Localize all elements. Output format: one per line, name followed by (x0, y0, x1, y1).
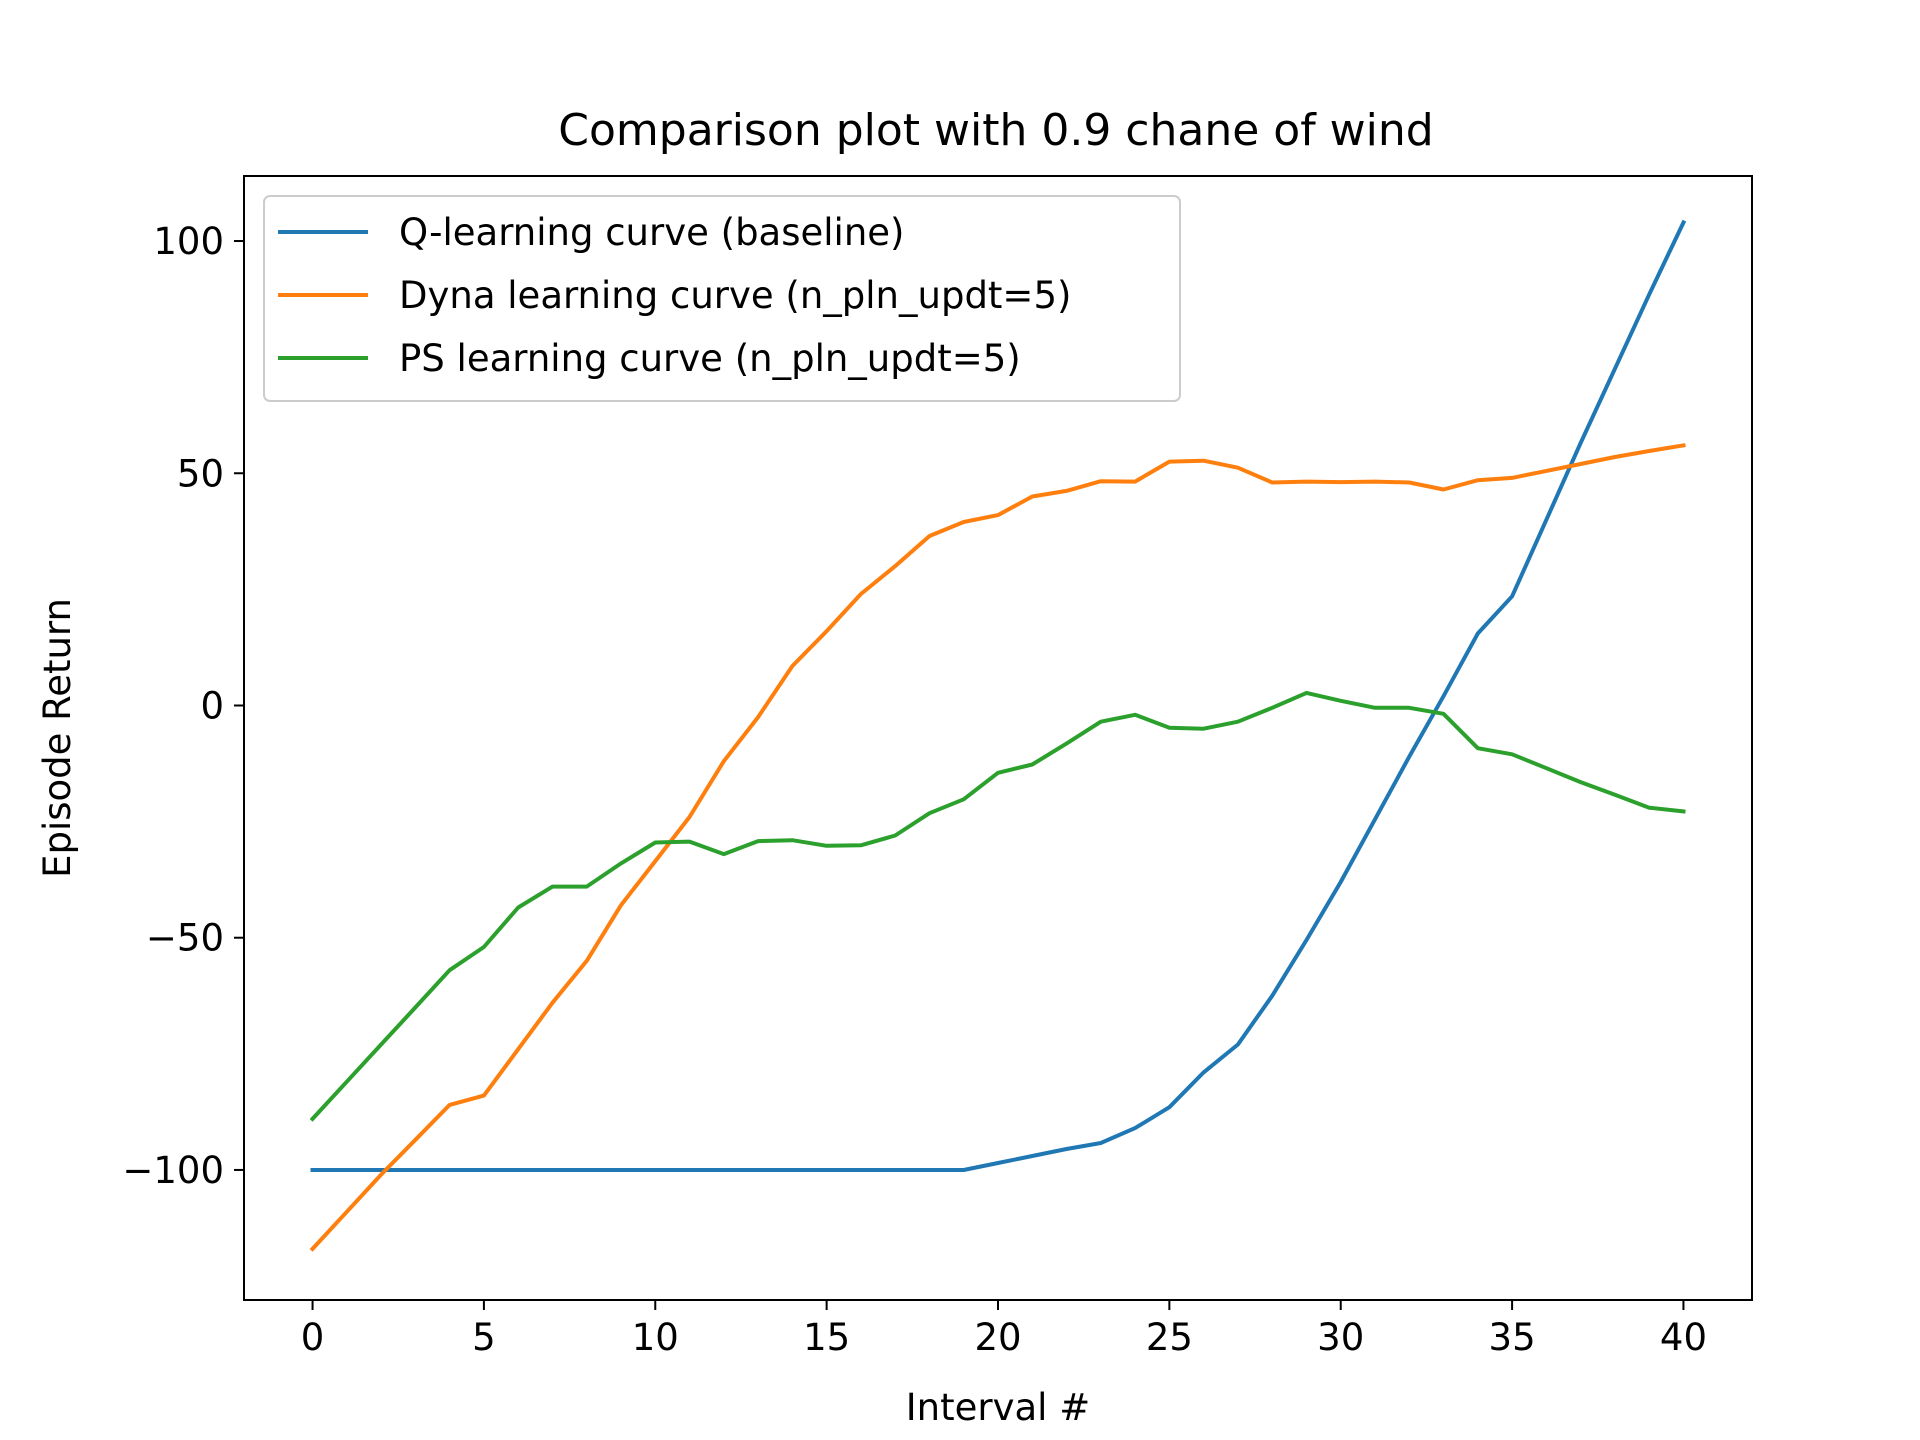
legend-label-3: PS learning curve (n_pln_updt=5) (399, 337, 1021, 380)
y-axis-label: Episode Return (36, 598, 79, 878)
x-tick-label: 10 (632, 1316, 679, 1359)
y-tick-label: 0 (200, 684, 224, 727)
y-axis: −100 −50 0 50 100 (122, 220, 244, 1192)
x-tick-label: 0 (301, 1316, 325, 1359)
legend-box (263, 195, 1181, 402)
x-tick-label: 30 (1317, 1316, 1364, 1359)
x-axis-label: Interval # (906, 1386, 1090, 1429)
series-layer (309, 219, 1687, 1252)
x-tick-label: 20 (974, 1316, 1021, 1359)
x-tick-label: 35 (1489, 1316, 1536, 1359)
y-tick-label: 100 (153, 220, 224, 263)
series-line-1 (310, 219, 1687, 1172)
legend-label-2: Dyna learning curve (n_pln_updt=5) (399, 274, 1071, 317)
series-line-2 (309, 443, 1686, 1252)
legend-label-1: Q-learning curve (baseline) (399, 211, 904, 254)
y-tick-label: −100 (122, 1149, 224, 1192)
chart-title: Comparison plot with 0.9 chane of wind (558, 105, 1433, 156)
x-tick-label: 40 (1660, 1316, 1707, 1359)
x-tick-label: 25 (1146, 1316, 1193, 1359)
y-tick-label: 50 (177, 452, 224, 495)
legend: Q-learning curve (baseline) Dyna learning… (263, 195, 1181, 402)
x-tick-label: 15 (803, 1316, 850, 1359)
x-tick-label: 5 (472, 1316, 496, 1359)
y-tick-label: −50 (146, 917, 224, 960)
series-line-3 (309, 690, 1686, 1122)
x-axis: 0 5 10 15 20 25 30 35 40 (301, 1300, 1707, 1359)
